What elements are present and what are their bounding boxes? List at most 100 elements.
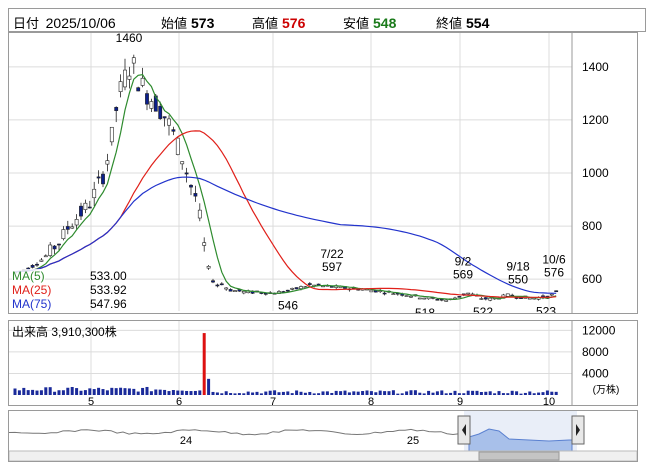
navigator-scrollbar-thumb[interactable] xyxy=(478,451,560,461)
volume-bar xyxy=(488,391,492,395)
legend-ma25-value: 533.92 xyxy=(90,283,127,297)
candle-body xyxy=(101,173,105,185)
volume-bar xyxy=(515,391,519,395)
volume-bar xyxy=(369,391,373,395)
volume-bar xyxy=(105,390,109,395)
candle-body xyxy=(294,287,299,290)
volume-bar xyxy=(422,393,426,395)
volume-bar xyxy=(361,391,365,395)
candle-body xyxy=(61,229,66,240)
volume-bar xyxy=(31,389,35,395)
volume-bar xyxy=(352,391,356,395)
candle-body xyxy=(87,206,92,209)
volume-tick-label: 4000 xyxy=(582,366,609,380)
range-navigator[interactable]: 24 25 xyxy=(8,410,638,462)
candle-body xyxy=(369,289,374,293)
candle-body xyxy=(307,283,312,285)
navigator-right-handle[interactable] xyxy=(571,415,585,445)
volume-bar xyxy=(114,388,118,395)
volume-bar xyxy=(510,390,514,395)
volume-bar xyxy=(493,393,497,395)
date-value: 2025/10/06 xyxy=(45,15,116,31)
volume-bar xyxy=(259,393,263,395)
legend-ma5: MA(5) 533.00 xyxy=(12,269,127,283)
volume-x-tick-label: 7 xyxy=(270,396,276,405)
candle-body xyxy=(52,245,57,250)
volume-bar xyxy=(550,391,554,395)
volume-bar xyxy=(22,387,26,395)
candle-body xyxy=(123,69,127,88)
ma75-line xyxy=(14,176,557,294)
volume-bar xyxy=(418,392,422,395)
volume-bar xyxy=(158,389,162,395)
volume-bar xyxy=(92,389,96,395)
annotation-value: 569 xyxy=(453,267,473,281)
candle-body xyxy=(162,116,167,119)
volume-x-tick-label: 8 xyxy=(368,396,374,405)
volume-bar xyxy=(176,390,180,395)
volume-bar xyxy=(132,388,136,395)
candle-body xyxy=(43,255,48,258)
candle-body xyxy=(136,87,141,92)
navigator-left-handle[interactable] xyxy=(457,415,471,445)
candle-body xyxy=(224,287,229,290)
volume-unit-label: (万株) xyxy=(593,383,620,396)
volume-bar xyxy=(330,392,334,395)
volume-chart-panel[interactable]: 4000 8000 12000 (万株) 5 6 7 8 9 10 出来高 3,910,300株 xyxy=(8,320,638,406)
volume-x-tick-label: 9 xyxy=(457,396,463,405)
volume-bar xyxy=(17,390,21,395)
annotation-value: 522 xyxy=(473,305,493,313)
volume-bar xyxy=(101,389,105,395)
candle-body xyxy=(30,264,35,268)
annotation-value: 523 xyxy=(536,305,556,313)
candle-body xyxy=(127,75,132,80)
volume-x-tick-label: 6 xyxy=(176,396,182,405)
volume-bar xyxy=(211,391,215,395)
volume-bar xyxy=(39,390,43,395)
annotation-date: 9/18 xyxy=(506,259,530,273)
candle-body xyxy=(505,293,510,297)
volume-bar xyxy=(242,393,246,395)
close-label: 終値 xyxy=(436,16,463,31)
price-annotation: 5188/21 xyxy=(415,306,435,313)
candle-body xyxy=(435,298,440,301)
low-value: 548 xyxy=(373,15,397,31)
volume-bar xyxy=(440,390,444,395)
candle-body xyxy=(211,280,215,283)
volume-bar xyxy=(501,393,505,395)
candle-body xyxy=(404,295,409,297)
date-label: 日付 xyxy=(13,16,40,31)
volume-bar xyxy=(198,390,202,395)
volume-bar xyxy=(321,391,325,395)
volume-bar xyxy=(79,390,83,395)
volume-bar xyxy=(233,393,237,395)
volume-bar xyxy=(141,387,145,395)
annotation-date: 7/7 xyxy=(280,311,297,313)
volume-label: 出来高 3,910,300株 xyxy=(12,325,117,339)
volume-bar xyxy=(171,390,175,395)
volume-bar xyxy=(413,390,417,395)
annotation-date: 10/6 xyxy=(542,253,566,267)
volume-bar xyxy=(427,390,431,395)
volume-bar xyxy=(163,389,167,395)
volume-bar xyxy=(264,391,268,395)
annotation-date: 7/22 xyxy=(320,247,344,261)
legend-ma5-label: MA(5) xyxy=(12,269,45,283)
candle-body xyxy=(145,93,149,105)
volume-bar xyxy=(44,387,48,395)
close-readout: 終値 554 xyxy=(436,13,489,32)
volume-tick-label: 8000 xyxy=(582,345,609,359)
price-chart-panel[interactable]: 60080010001200140056789105/1614607/22597… xyxy=(8,32,638,314)
volume-bar xyxy=(506,393,510,395)
candle-body xyxy=(285,289,290,292)
volume-bar xyxy=(365,390,369,395)
volume-bar xyxy=(207,378,211,395)
volume-bar xyxy=(290,393,294,395)
open-label: 始値 xyxy=(161,16,188,31)
volume-bar xyxy=(189,391,193,395)
chevron-left-icon xyxy=(462,424,466,436)
volume-bar xyxy=(286,391,290,395)
annotation-value: 597 xyxy=(322,260,342,274)
